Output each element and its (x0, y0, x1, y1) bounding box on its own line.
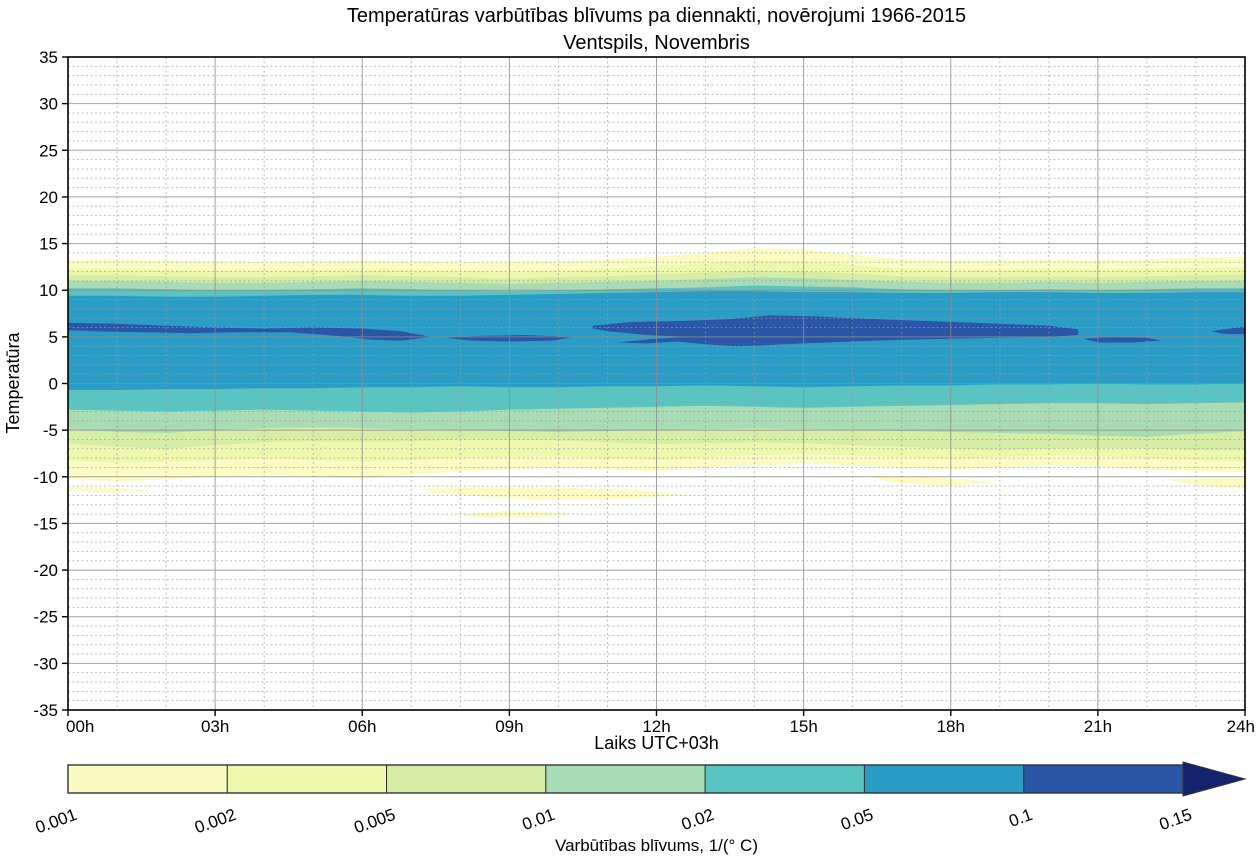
svg-text:18h: 18h (937, 717, 965, 736)
svg-text:00h: 00h (66, 717, 94, 736)
svg-text:15h: 15h (789, 717, 817, 736)
svg-text:0.05: 0.05 (838, 805, 876, 834)
low-density-patch-3 (867, 475, 1000, 487)
svg-text:30: 30 (39, 95, 58, 114)
high-density-blob-2 (592, 315, 1079, 347)
colorbar-segment-6 (1023, 764, 1184, 794)
svg-text:-30: -30 (33, 654, 58, 673)
chart-title-line1: Temperatūras varbūtības blīvums pa dienn… (346, 5, 967, 27)
colorbar-segment-0 (67, 764, 228, 794)
low-density-patch-0 (68, 487, 152, 493)
svg-text:20: 20 (39, 188, 58, 207)
svg-text:21h: 21h (1084, 717, 1112, 736)
svg-text:0.01: 0.01 (520, 805, 558, 834)
axis-ticks (62, 56, 1246, 716)
svg-text:0.1: 0.1 (1006, 805, 1035, 831)
svg-text:25: 25 (39, 141, 58, 160)
svg-text:0.002: 0.002 (192, 805, 238, 837)
colorbar (67, 761, 1247, 797)
colorbar-overflow-arrow (1182, 761, 1247, 797)
colorbar-segment-2 (386, 764, 547, 794)
major-grid (68, 57, 1245, 710)
high-density-blob-4 (1210, 326, 1245, 335)
svg-text:35: 35 (39, 48, 58, 67)
svg-text:-5: -5 (43, 421, 58, 440)
x-tick-labels: 00h 03h 06h 09h 12h 15h 18h 21h 24h (66, 717, 1255, 736)
colorbar-border (67, 764, 1184, 794)
svg-text:0.02: 0.02 (679, 805, 717, 834)
low-density-patch-1 (421, 487, 686, 501)
svg-text:0.005: 0.005 (351, 805, 397, 837)
svg-text:-20: -20 (33, 561, 58, 580)
colorbar-segment-4 (704, 764, 865, 794)
svg-text:-25: -25 (33, 608, 58, 627)
chart-title-line2: Ventspils, Novembris (563, 32, 750, 54)
svg-text:24h: 24h (1227, 717, 1255, 736)
svg-text:5: 5 (49, 328, 58, 347)
svg-text:-35: -35 (33, 701, 58, 720)
colorbar-segment-5 (863, 764, 1025, 794)
svg-text:15: 15 (39, 235, 58, 254)
svg-text:0.001: 0.001 (33, 805, 79, 837)
svg-text:03h: 03h (201, 717, 229, 736)
high-density-blob-3 (1083, 336, 1162, 343)
svg-text:-10: -10 (33, 468, 58, 487)
svg-text:0: 0 (49, 375, 58, 394)
svg-text:-15: -15 (33, 514, 58, 533)
colorbar-segment-1 (226, 764, 388, 794)
svg-text:09h: 09h (495, 717, 523, 736)
colorbar-tick-labels: 0.001 0.002 0.005 0.01 0.02 0.05 0.1 0.15 (33, 805, 1194, 837)
y-tick-labels: 35 30 25 20 15 10 5 0 -5 -10 -15 -20 -25 -30 -35 (33, 48, 58, 720)
colorbar-segment-3 (545, 764, 706, 794)
svg-text:06h: 06h (348, 717, 376, 736)
svg-text:0.15: 0.15 (1157, 805, 1195, 834)
colorbar-caption: Varbūtības blīvums, 1/(° C) (555, 836, 758, 855)
minor-grid (68, 57, 1245, 710)
svg-text:12h: 12h (642, 717, 670, 736)
svg-text:10: 10 (39, 281, 58, 300)
x-axis-label: Laiks UTC+03h (594, 733, 719, 753)
